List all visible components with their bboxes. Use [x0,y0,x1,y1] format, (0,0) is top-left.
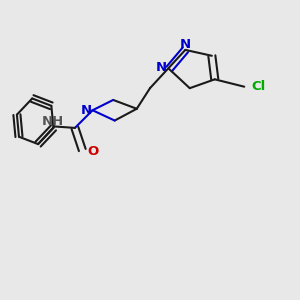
Text: O: O [88,145,99,158]
Text: NH: NH [42,115,64,128]
Text: N: N [156,61,167,74]
Text: N: N [180,38,191,51]
Text: Cl: Cl [252,80,266,93]
Text: N: N [81,104,92,117]
